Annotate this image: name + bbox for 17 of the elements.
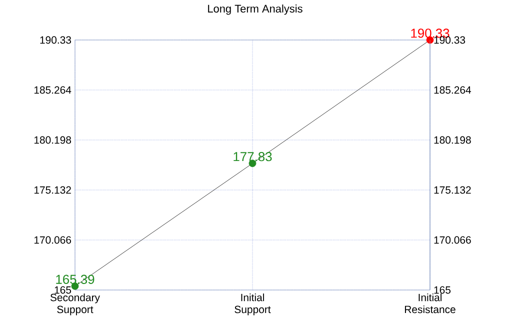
x-tick-label: Secondary Support xyxy=(50,294,100,316)
y2-tick-label: 190.33 xyxy=(434,36,466,44)
y-tick-label: 170.066 xyxy=(34,236,72,244)
y-tick-label: 190.33 xyxy=(40,36,72,44)
y2-tick-label: 180.198 xyxy=(434,136,471,144)
y-tick-label: 165 xyxy=(54,286,72,294)
y2-tick-label: 170.066 xyxy=(434,236,471,244)
x-tick-label: Initial Support xyxy=(234,294,271,316)
y2-tick-label: 185.264 xyxy=(434,86,472,94)
y2-tick-label: 165 xyxy=(434,286,451,294)
data-label: 190.33 xyxy=(411,28,450,38)
y-tick-label: 185.264 xyxy=(34,86,72,94)
y-tick-label: 175.132 xyxy=(34,186,71,194)
y-tick-label: 180.198 xyxy=(34,136,72,144)
y2-tick-label: 175.132 xyxy=(434,186,471,194)
x-tick-label: Initial Resistance xyxy=(404,294,456,314)
chart-title: Long Term Analysis xyxy=(208,4,302,15)
